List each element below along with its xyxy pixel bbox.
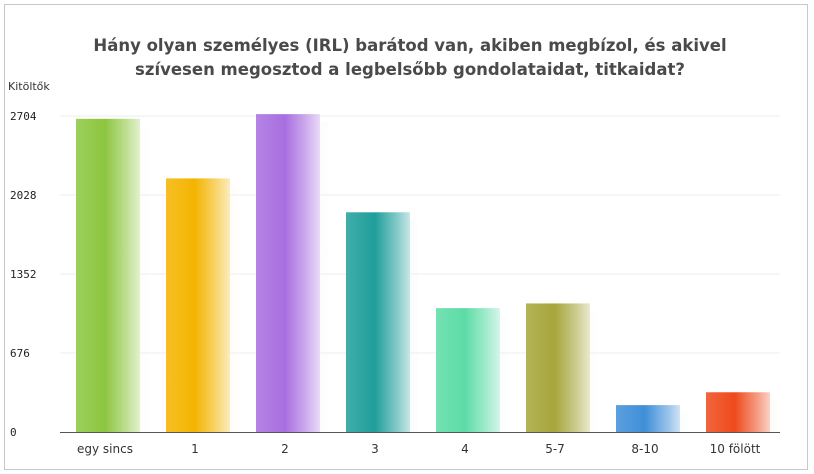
bar [706,392,770,432]
bar [526,303,590,432]
x-tick-label: 10 fölött [710,442,761,456]
bar [256,114,320,432]
grid-lines [60,115,780,433]
x-tick-label: 8-10 [631,442,658,456]
y-tick-label: 1352 [10,268,37,281]
x-tick-label: 3 [371,442,379,456]
bar [76,118,140,432]
y-tick-label: 676 [10,347,30,360]
bar [346,212,410,432]
bar [166,178,230,432]
y-axis-ticks: 0 676 1352 2028 2704 [10,110,37,439]
x-tick-label: 2 [281,442,289,456]
x-tick-label: 5-7 [545,442,565,456]
bar [436,308,500,432]
y-axis-label: Kitöltők [8,80,50,93]
bar [616,405,680,432]
y-tick-label: 2704 [10,110,37,123]
x-tick-label: 4 [461,442,469,456]
bars [76,114,778,432]
y-tick-label: 2028 [10,189,37,202]
x-axis-labels: egy sincs 1 2 3 4 5-7 8-10 10 fölött [77,442,761,456]
x-tick-label: egy sincs [77,442,133,456]
y-tick-label: 0 [10,426,17,439]
chart-title: Hány olyan személyes (IRL) barátod van, … [93,36,727,79]
x-tick-label: 1 [191,442,199,456]
